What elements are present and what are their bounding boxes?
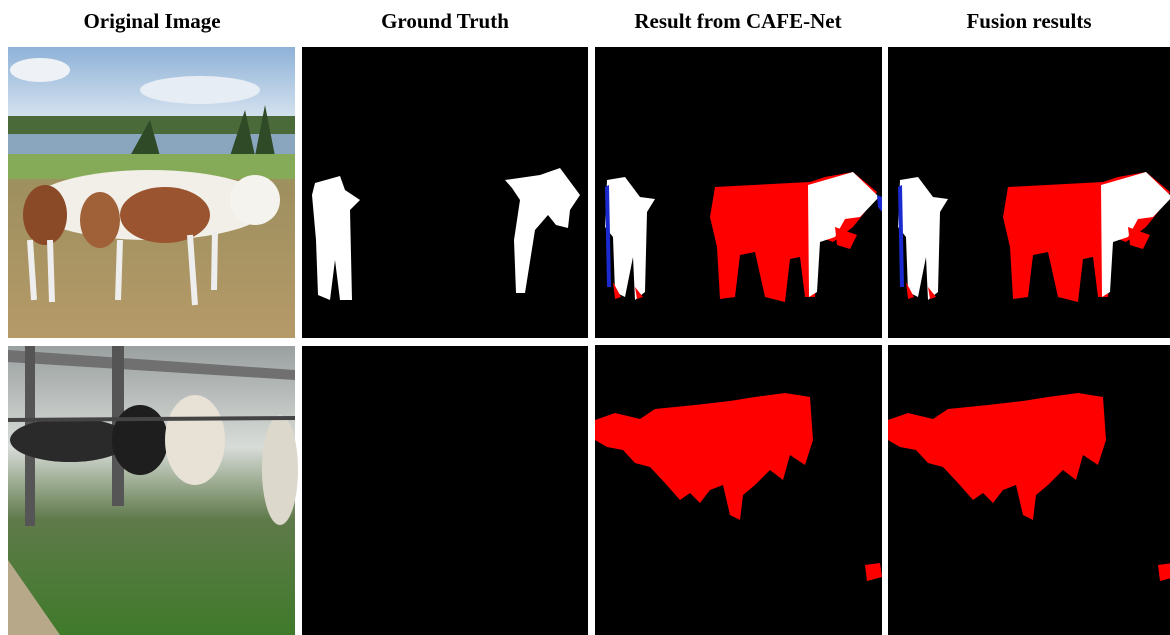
- photo-cows-field: [8, 47, 295, 338]
- mask-ground-truth: [302, 47, 588, 338]
- mask-cafe-net: [595, 345, 882, 635]
- column-header: Result from CAFE-Net: [634, 9, 841, 33]
- mask-ground-truth: [302, 346, 588, 635]
- column-header: Ground Truth: [381, 9, 509, 33]
- mask-fusion: [888, 345, 1170, 635]
- column-header: Original Image: [83, 9, 220, 33]
- mask-cafe-net: [595, 47, 882, 338]
- figure: Original Image Ground Truth Result from …: [0, 0, 1170, 635]
- column-header: Fusion results: [966, 9, 1091, 33]
- mask-fusion: [888, 47, 1170, 338]
- photo-cows-barn: [8, 346, 298, 635]
